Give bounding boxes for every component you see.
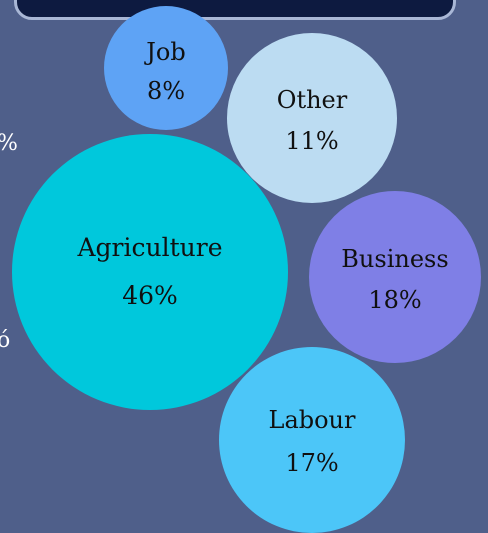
bubble-value-agriculture: 46%	[122, 281, 178, 310]
left-partial-text-1: %	[0, 133, 18, 155]
bubble-circle-job	[104, 6, 228, 130]
bubble-value-business: 18%	[368, 286, 421, 314]
bubble-value-job: 8%	[147, 77, 185, 105]
bubble-label-job: Job	[143, 38, 185, 66]
bubble-circle-labour	[219, 347, 405, 533]
bubble-circle-business	[309, 191, 481, 363]
bubble-label-other: Other	[277, 86, 348, 114]
bubble-value-other: 11%	[285, 127, 338, 155]
bubble-other: Other 11%	[227, 33, 397, 203]
bubble-label-agriculture: Agriculture	[77, 233, 223, 262]
bubble-circle-agriculture	[12, 134, 288, 410]
bubble-agriculture: Agriculture 46%	[12, 134, 288, 410]
left-partial-text-2: ó	[0, 328, 11, 353]
bubble-labour: Labour 17%	[219, 347, 405, 533]
bubble-label-labour: Labour	[269, 406, 357, 434]
bubble-job: Job 8%	[104, 6, 228, 130]
bubble-value-labour: 17%	[285, 449, 338, 477]
bubble-business: Business 18%	[309, 191, 481, 363]
bubble-circle-other	[227, 33, 397, 203]
bubble-label-business: Business	[341, 245, 448, 273]
